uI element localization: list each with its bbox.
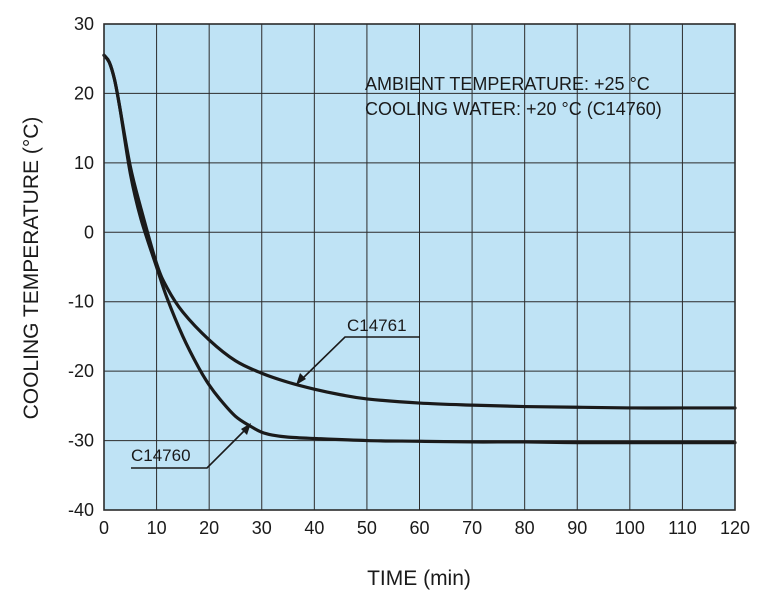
x-tick-labels: 0 10 20 30 40 50 60 70 80 90 100 110 120 (99, 518, 750, 538)
x-tick-50: 50 (357, 518, 377, 538)
x-tick-0: 0 (99, 518, 109, 538)
y-tick-20: 20 (74, 83, 94, 103)
leader-c14761 (300, 336, 420, 381)
x-axis-title: TIME (min) (367, 567, 471, 590)
annotation-cooling-water: COOLING WATER: +20 °C (C14760) (365, 99, 662, 119)
series-line-c14761 (102, 53, 737, 410)
leader-c14760 (131, 427, 248, 469)
y-tick-0: 0 (84, 222, 94, 242)
x-tick-60: 60 (409, 518, 429, 538)
curves (102, 53, 737, 445)
y-tick--40: -40 (68, 500, 94, 520)
y-tick--20: -20 (68, 361, 94, 381)
x-tick-10: 10 (147, 518, 167, 538)
y-tick-30: 30 (74, 14, 94, 34)
x-tick-110: 110 (668, 518, 697, 538)
x-tick-90: 90 (567, 518, 587, 538)
x-tick-120: 120 (720, 518, 750, 538)
y-tick-labels: 30 20 10 0 -10 -20 -30 -40 (68, 14, 94, 520)
y-tick-10: 10 (74, 153, 94, 173)
x-tick-30: 30 (252, 518, 272, 538)
series-label-c14761: C14761 (347, 316, 407, 335)
annotation-ambient: AMBIENT TEMPERATURE: +25 °C (365, 74, 650, 94)
arrowhead-c14761 (296, 373, 306, 385)
series-label-c14760: C14760 (131, 446, 191, 465)
x-tick-70: 70 (462, 518, 482, 538)
grid (103, 23, 736, 511)
x-tick-20: 20 (199, 518, 219, 538)
label-c14760: C14760 (131, 423, 251, 469)
x-tick-100: 100 (615, 518, 645, 538)
label-c14761: C14761 (296, 316, 420, 385)
plot-frame (103, 23, 736, 511)
x-tick-80: 80 (515, 518, 535, 538)
y-axis-title: COOLING TEMPERATURE (°C) (20, 117, 43, 420)
arrowhead-c14760 (241, 423, 251, 435)
y-tick--10: -10 (68, 292, 94, 312)
x-tick-40: 40 (304, 518, 324, 538)
y-tick--30: -30 (68, 431, 94, 451)
